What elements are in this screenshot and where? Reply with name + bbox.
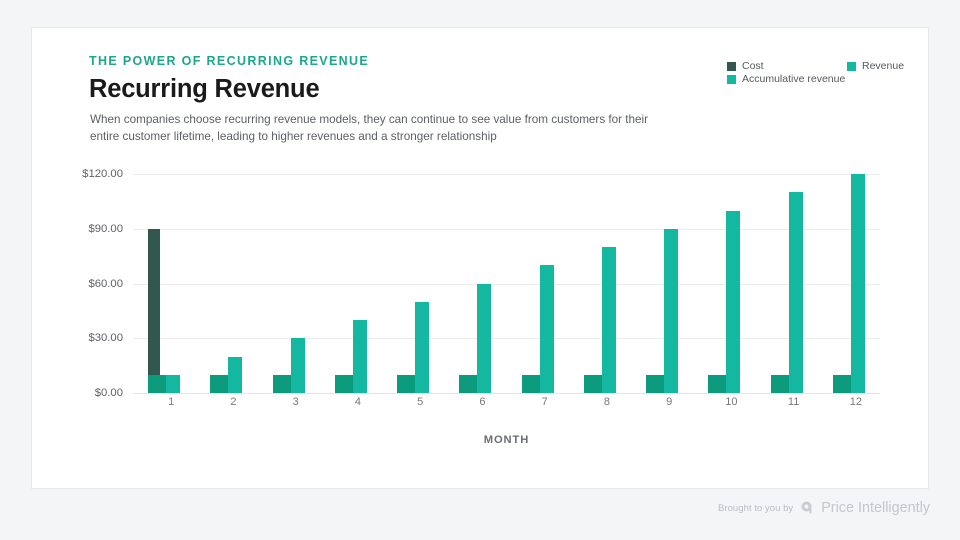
legend-item-accumulative-revenue[interactable]: Accumulative revenue [727,73,845,85]
legend-label-accumulative-revenue: Accumulative revenue [742,73,846,85]
x-axis-tick-label: 4 [354,396,361,408]
bar-revenue[interactable] [397,374,419,393]
eyebrow-label: THE POWER OF RECURRING REVENUE [89,54,370,68]
x-axis-tick-label: 1 [168,396,175,408]
gridline [133,283,880,285]
y-axis-labels: $0.00 $30.00 $60.00 $90.00 $120.00 [59,168,123,399]
x-axis-tick-label: 9 [666,396,673,408]
bar-group [583,174,616,393]
bar-accumulative-revenue[interactable] [850,174,865,393]
x-axis-tick-label: 12 [849,396,862,408]
x-axis-tick-label: 3 [292,396,299,408]
legend-swatch-revenue-icon [847,61,856,71]
plot-area [133,174,880,394]
bar-revenue[interactable] [459,374,481,393]
footer-prefix: Brought to you by [718,502,794,514]
bar-revenue[interactable] [521,374,543,393]
bar-group [459,174,492,393]
x-axis-tick-label: 5 [417,396,424,408]
y-axis-tick-label: $0.00 [94,387,123,399]
bar-revenue[interactable] [210,374,232,393]
x-axis-tick-label: 7 [541,396,548,408]
chart-card: THE POWER OF RECURRING REVENUE Recurring… [31,27,929,489]
bar-group [708,174,741,393]
footer-attribution: Brought to you by Price Intelligently [718,500,930,516]
legend-swatch-cost-icon [727,61,736,71]
bar-group [210,174,243,393]
price-intelligently-p-logo-icon [800,500,816,516]
bar-accumulative-revenue[interactable] [788,192,803,393]
bar-revenue[interactable] [832,374,854,393]
bar-group [521,174,554,393]
x-axis-line [133,393,880,394]
y-axis-tick-label: $60.00 [88,277,123,290]
bar-accumulative-revenue[interactable] [352,320,367,393]
bar-group [334,174,367,393]
y-axis-tick-label: $90.00 [88,222,123,235]
bar-revenue[interactable] [583,374,605,393]
x-axis-tick-label: 11 [787,396,800,408]
gridline [133,338,880,340]
bar-accumulative-revenue[interactable] [228,356,243,393]
bar-group [272,174,305,393]
x-axis-tick-label: 10 [725,396,738,408]
bar-group [832,174,865,393]
footer-brand-name: Price Intelligently [821,500,930,516]
bar-revenue[interactable] [770,374,792,393]
bar-group [397,174,430,393]
bar-revenue[interactable] [708,374,730,393]
bar-accumulative-revenue[interactable] [539,265,554,393]
legend-label-cost: Cost [742,60,764,72]
bar-group [770,174,803,393]
bar-groups [133,174,880,393]
bar-accumulative-revenue[interactable] [726,210,741,393]
gridline [133,174,880,175]
bar-revenue[interactable] [646,374,668,393]
bar-revenue[interactable] [148,374,170,393]
gridline [133,228,880,230]
bar-accumulative-revenue[interactable] [664,228,679,393]
page-title: Recurring Revenue [89,75,320,103]
x-axis-tick-label: 8 [603,396,610,408]
y-axis-tick-label: $30.00 [88,332,123,345]
bar-accumulative-revenue[interactable] [166,374,181,393]
bar-revenue[interactable] [272,374,294,393]
x-axis-labels: 1 2 3 4 5 6 7 8 9 10 11 12 [133,396,880,416]
x-axis-tick-label: 2 [230,396,237,408]
bar-accumulative-revenue[interactable] [415,301,430,393]
y-axis-tick-label: $120.00 [82,168,123,180]
bar-accumulative-revenue[interactable] [290,338,305,393]
subtitle-text: When companies choose recurring revenue … [90,113,649,143]
bar-group [646,174,679,393]
chart-legend: Cost Revenue Accumulative revenue [687,60,904,92]
x-axis-title: MONTH [483,434,530,446]
bar-revenue[interactable] [334,374,356,393]
bar-accumulative-revenue[interactable] [601,247,616,393]
bar-group [148,174,181,393]
legend-item-revenue[interactable]: Revenue [847,60,904,72]
bar-cost[interactable] [148,228,161,393]
legend-swatch-accumulative-icon [727,74,736,84]
legend-label-revenue: Revenue [862,60,905,72]
bar-accumulative-revenue[interactable] [477,283,492,393]
x-axis-tick-label: 6 [479,396,486,408]
legend-item-cost[interactable]: Cost [727,60,764,72]
